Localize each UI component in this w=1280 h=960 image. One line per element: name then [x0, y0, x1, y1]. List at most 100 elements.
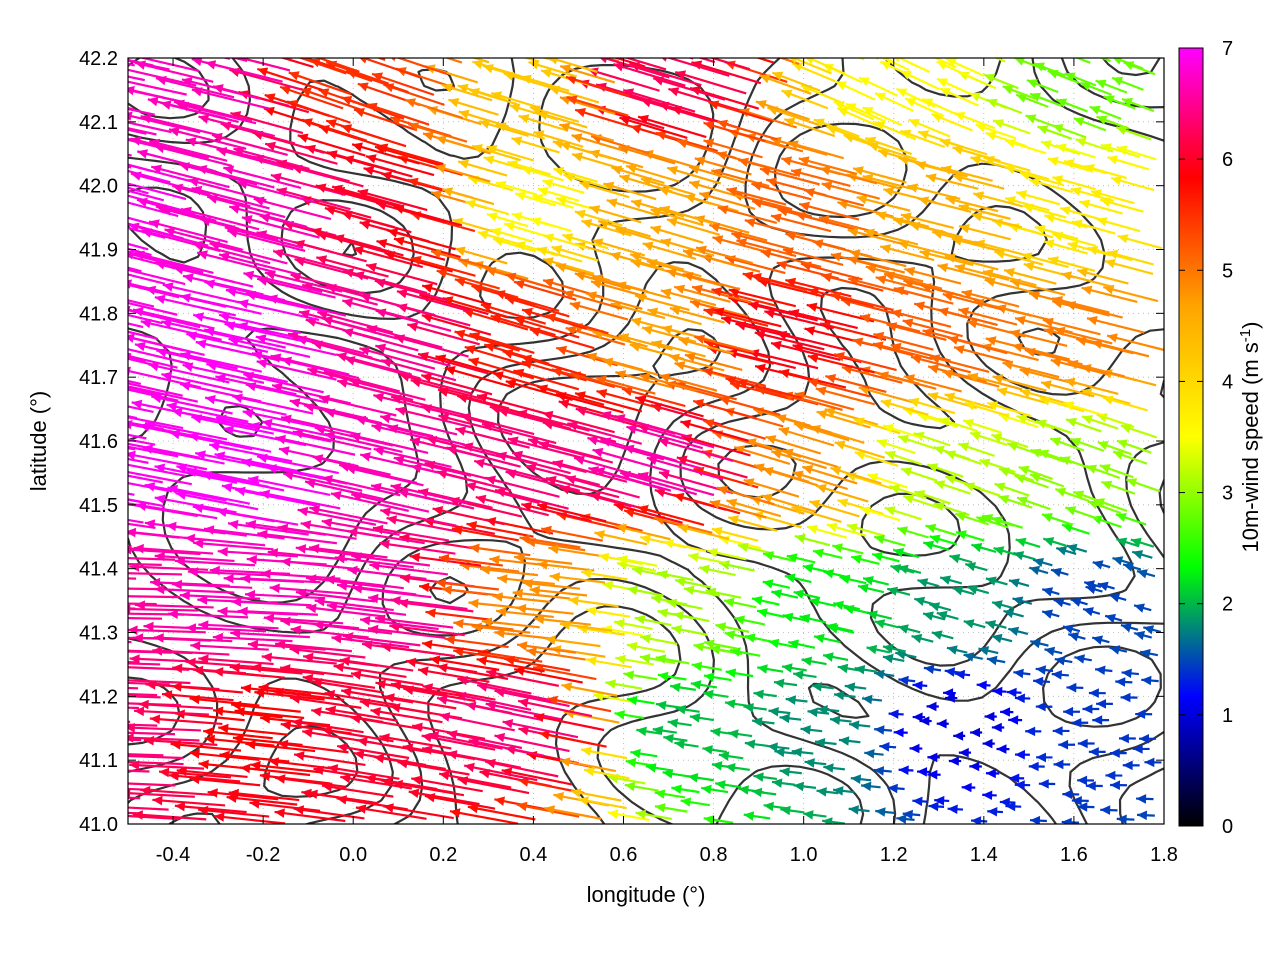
wind-vector-shaft [390, 395, 467, 417]
wind-vector-head [640, 634, 651, 644]
wind-vector-head [982, 790, 993, 800]
wind-vector-shaft [379, 541, 456, 555]
wind-vector-shaft [325, 707, 398, 722]
wind-vector-head [793, 670, 804, 680]
wind-vector-head [205, 395, 216, 405]
wind-vector-head [277, 523, 289, 534]
wind-vector-head [112, 158, 123, 167]
wind-vector-head [611, 165, 623, 175]
wind-vector-head [947, 335, 959, 345]
wind-vector-shaft [188, 178, 267, 202]
wind-vector-head [53, 715, 63, 725]
wind-vector-shaft [128, 422, 204, 440]
wind-vector-head [782, 663, 793, 673]
wind-vector-head [587, 436, 599, 446]
wind-vector-head [289, 398, 301, 408]
wind-vector-shaft [708, 58, 751, 71]
wind-vector-head [830, 466, 842, 476]
x-tick-label: -0.4 [156, 844, 190, 866]
wind-vector-head [555, 263, 567, 273]
wind-vector-shaft [325, 284, 402, 308]
wind-vector-head [409, 437, 421, 447]
wind-vector-shaft [133, 546, 214, 555]
wind-vector-shaft [858, 58, 865, 61]
wind-vector-shaft [215, 416, 299, 436]
wind-vector-head [875, 92, 886, 102]
wind-vector-head [1092, 560, 1104, 570]
wind-vector-head [864, 749, 875, 759]
wind-vector-head [306, 574, 317, 584]
wind-vector-head [128, 111, 133, 121]
wind-vector-head [667, 166, 678, 176]
wind-vector-shaft [494, 734, 570, 753]
wind-vector-head [702, 367, 714, 377]
wind-vector-shaft [171, 684, 243, 694]
wind-vector-shaft [251, 665, 325, 676]
wind-vector-head [702, 745, 713, 755]
wind-vector-head [602, 581, 614, 591]
wind-vector-head [458, 109, 470, 119]
wind-vector-head [51, 145, 62, 154]
wind-vector-head [496, 607, 507, 617]
wind-vector-shaft [540, 527, 603, 542]
wind-vector-head [360, 452, 371, 462]
wind-vector-head [1066, 543, 1078, 554]
wind-vector-shaft [191, 58, 270, 80]
wind-vector-shaft [271, 384, 351, 405]
wind-vector-head [55, 90, 66, 99]
wind-vector-head [772, 71, 784, 81]
wind-vector-head [457, 393, 468, 403]
wind-vector-head [1034, 225, 1046, 235]
wind-vector-head [1073, 117, 1085, 127]
wind-vector-head [1119, 733, 1129, 744]
wind-vector-head [1097, 581, 1109, 591]
wind-vector-head [619, 115, 631, 125]
wind-vector-shaft [417, 352, 489, 375]
wind-vector-head [900, 70, 912, 80]
y-tick-label: 41.7 [79, 367, 118, 389]
wind-vector-head [81, 719, 91, 729]
wind-vector-head [301, 788, 312, 799]
wind-vector-shaft [229, 68, 303, 91]
wind-vector-head [351, 552, 362, 562]
wind-vector-shaft [736, 380, 802, 399]
wind-vector-head [435, 135, 447, 145]
wind-vector-head [737, 542, 749, 552]
wind-vector-head [652, 725, 664, 736]
wind-vector-head [683, 585, 695, 595]
wind-vector-shaft [324, 577, 404, 590]
wind-vector-head [73, 392, 84, 401]
wind-vector-head [129, 760, 140, 770]
wind-vector-head [1052, 726, 1063, 736]
wind-vector-shaft [788, 310, 858, 330]
wind-vector-shaft [410, 256, 476, 277]
wind-vector-shaft [712, 430, 773, 451]
wind-vector-head [984, 277, 996, 287]
wind-vector-head [793, 589, 805, 599]
wind-vector-shaft [614, 414, 691, 439]
wind-vector-shaft [369, 563, 449, 576]
wind-vector-shaft [128, 572, 183, 576]
wind-vector-shaft [256, 277, 336, 299]
wind-vector-head [1109, 645, 1121, 655]
wind-vector-head [883, 187, 895, 197]
wind-vector-shaft [279, 58, 314, 69]
wind-vector-head [315, 183, 327, 193]
wind-vector-shaft [421, 642, 491, 654]
wind-vector-head [736, 238, 748, 248]
wind-vector-shaft [957, 308, 1018, 326]
wind-vector-head [373, 753, 385, 764]
wind-vector-shaft [128, 791, 195, 798]
wind-vector-head [890, 342, 902, 353]
wind-vector-shaft [612, 58, 646, 68]
wind-vector-shaft [321, 784, 394, 798]
wind-vector-head [495, 122, 507, 132]
wind-vector-head [904, 266, 916, 277]
wind-vector-head [171, 682, 182, 692]
wind-vector-shaft [128, 474, 163, 484]
wind-vector-head [998, 495, 1010, 505]
wind-vector-head [802, 563, 814, 573]
wind-vector-head [533, 713, 545, 723]
wind-vector-shaft [505, 470, 581, 492]
wind-vector-head [912, 712, 923, 722]
